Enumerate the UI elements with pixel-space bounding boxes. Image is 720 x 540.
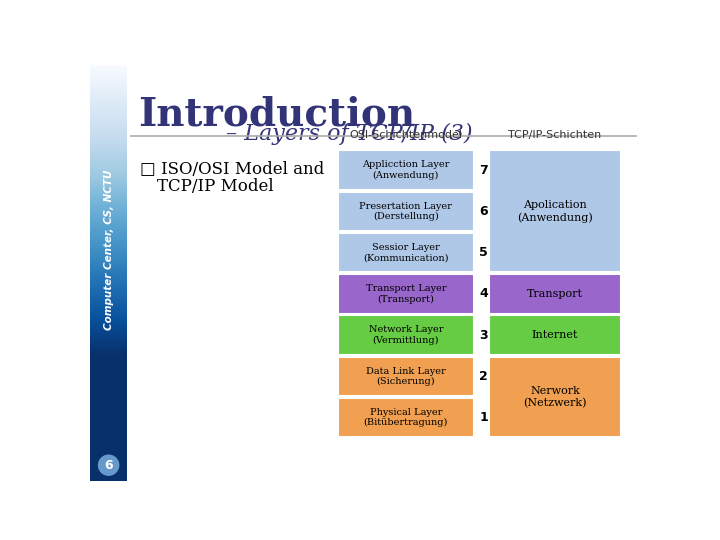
Bar — [338, 192, 474, 231]
Text: Internet: Internet — [532, 330, 578, 340]
Text: 7: 7 — [480, 164, 488, 177]
Text: Transport: Transport — [527, 289, 583, 299]
Text: Nerwork
(Netzwerk): Nerwork (Netzwerk) — [523, 386, 587, 408]
Text: TCP/IP Model: TCP/IP Model — [158, 178, 274, 195]
Text: □ ISO/OSI Model and: □ ISO/OSI Model and — [140, 161, 325, 178]
Bar — [338, 150, 474, 190]
Text: 6: 6 — [480, 205, 488, 218]
Bar — [489, 150, 621, 273]
Bar — [338, 398, 474, 437]
Text: 5: 5 — [480, 246, 488, 259]
Bar — [338, 315, 474, 355]
Text: Apolication
(Anwendung): Apolication (Anwendung) — [517, 200, 593, 222]
Text: Sessior Layer
(Kommunication): Sessior Layer (Kommunication) — [363, 243, 449, 262]
Bar — [338, 233, 474, 273]
Bar — [489, 315, 621, 355]
Text: Data Link Layer
(Sicherung): Data Link Layer (Sicherung) — [366, 367, 446, 386]
Text: Applicction Layer
(Anwendung): Applicction Layer (Anwendung) — [362, 160, 449, 180]
Bar — [489, 274, 621, 314]
Text: OSI-Schichtenmodel: OSI-Schichtenmodel — [349, 130, 462, 140]
Text: Physical Layer
(Bitübertragung): Physical Layer (Bitübertragung) — [364, 408, 448, 427]
Circle shape — [99, 455, 119, 475]
Bar — [489, 356, 621, 437]
Text: Computer Center, CS, NCTU: Computer Center, CS, NCTU — [104, 170, 114, 330]
Text: 1: 1 — [480, 411, 488, 424]
Bar — [338, 356, 474, 396]
Text: Network Layer
(Vermittlung): Network Layer (Vermittlung) — [369, 325, 443, 345]
Text: 2: 2 — [480, 370, 488, 383]
Text: 4: 4 — [480, 287, 488, 300]
Text: Presertation Layer
(Derstellung): Presertation Layer (Derstellung) — [359, 201, 452, 221]
Text: 6: 6 — [104, 458, 113, 472]
Bar — [338, 274, 474, 314]
Text: – Layers of TCP/IP (3): – Layers of TCP/IP (3) — [225, 123, 472, 145]
Text: Transport Layer
(Transport): Transport Layer (Transport) — [366, 284, 446, 303]
Text: Introduction: Introduction — [138, 96, 415, 133]
Text: TCP/IP-Schichten: TCP/IP-Schichten — [508, 130, 602, 140]
Text: 3: 3 — [480, 329, 488, 342]
